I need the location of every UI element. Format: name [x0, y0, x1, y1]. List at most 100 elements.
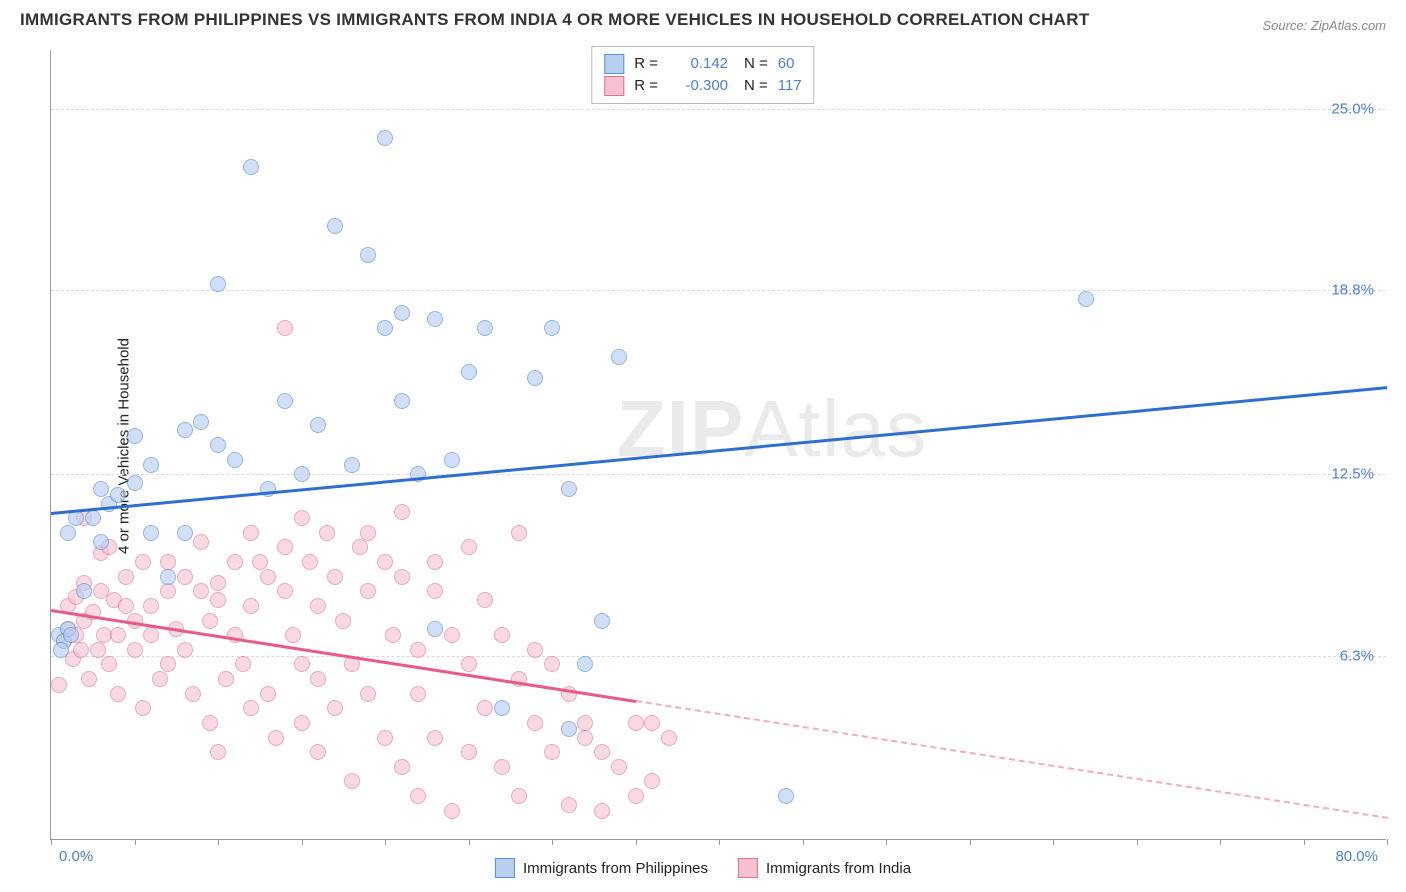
scatter-point-philippines [76, 583, 92, 599]
scatter-point-philippines [477, 320, 493, 336]
scatter-point-india [661, 730, 677, 746]
scatter-point-india [101, 656, 117, 672]
scatter-point-india [544, 744, 560, 760]
scatter-point-india [73, 642, 89, 658]
x-tick-mark [803, 839, 804, 845]
scatter-point-india [461, 744, 477, 760]
x-tick-mark [1387, 839, 1388, 845]
scatter-point-india [352, 539, 368, 555]
scatter-point-india [285, 627, 301, 643]
scatter-point-india [410, 788, 426, 804]
scatter-point-india [427, 730, 443, 746]
scatter-point-india [594, 803, 610, 819]
scatter-point-india [310, 671, 326, 687]
x-tick-mark [135, 839, 136, 845]
scatter-point-india [210, 592, 226, 608]
scatter-point-india [81, 671, 97, 687]
scatter-point-india [294, 715, 310, 731]
scatter-point-india [193, 583, 209, 599]
legend-label-india: Immigrants from India [766, 860, 911, 877]
scatter-point-india [544, 656, 560, 672]
scatter-point-india [110, 627, 126, 643]
n-label: N = [744, 75, 768, 97]
scatter-point-philippines [594, 613, 610, 629]
scatter-point-india [202, 715, 218, 731]
scatter-point-philippines [63, 627, 79, 643]
source-attribution: Source: ZipAtlas.com [1262, 18, 1386, 33]
swatch-india [738, 858, 758, 878]
scatter-point-india [385, 627, 401, 643]
scatter-point-india [127, 642, 143, 658]
scatter-point-india [410, 642, 426, 658]
scatter-point-india [90, 642, 106, 658]
x-axis-max-label: 80.0% [1335, 848, 1378, 865]
scatter-point-india [444, 627, 460, 643]
x-tick-mark [1053, 839, 1054, 845]
scatter-point-philippines [561, 481, 577, 497]
scatter-point-philippines [85, 510, 101, 526]
scatter-point-india [527, 715, 543, 731]
scatter-point-india [319, 525, 335, 541]
scatter-point-philippines [394, 305, 410, 321]
x-tick-mark [218, 839, 219, 845]
scatter-point-india [511, 525, 527, 541]
scatter-point-india [193, 534, 209, 550]
scatter-point-india [185, 686, 201, 702]
gridline [51, 656, 1386, 657]
legend-label-philippines: Immigrants from Philippines [523, 860, 708, 877]
scatter-point-india [243, 598, 259, 614]
scatter-point-india [243, 525, 259, 541]
scatter-point-philippines [60, 525, 76, 541]
x-tick-mark [469, 839, 470, 845]
x-tick-mark [302, 839, 303, 845]
scatter-point-philippines [444, 452, 460, 468]
gridline [51, 109, 1386, 110]
scatter-point-philippines [377, 320, 393, 336]
legend-row-philippines: R = 0.142 N = 60 [604, 53, 801, 75]
scatter-point-india [377, 730, 393, 746]
scatter-point-india [461, 539, 477, 555]
scatter-point-philippines [143, 457, 159, 473]
scatter-point-philippines [577, 656, 593, 672]
r-value-philippines: 0.142 [668, 53, 728, 75]
r-label: R = [634, 53, 658, 75]
scatter-point-india [243, 700, 259, 716]
x-tick-mark [51, 839, 52, 845]
scatter-point-india [310, 744, 326, 760]
scatter-point-india [511, 788, 527, 804]
scatter-point-india [110, 686, 126, 702]
x-tick-mark [886, 839, 887, 845]
scatter-point-philippines [93, 481, 109, 497]
y-tick-label: 12.5% [1331, 466, 1374, 483]
scatter-point-india [143, 598, 159, 614]
scatter-point-india [310, 598, 326, 614]
scatter-point-philippines [427, 621, 443, 637]
scatter-point-india [118, 598, 134, 614]
scatter-point-philippines [127, 428, 143, 444]
scatter-plot-area: ZIPAtlas 0.0% 80.0% 6.3%12.5%18.8%25.0% [50, 50, 1386, 840]
scatter-point-philippines [193, 414, 209, 430]
scatter-point-philippines [53, 642, 69, 658]
scatter-point-india [260, 686, 276, 702]
scatter-point-philippines [177, 525, 193, 541]
scatter-point-india [410, 686, 426, 702]
scatter-point-philippines [210, 276, 226, 292]
r-label: R = [634, 75, 658, 97]
scatter-point-philippines [527, 370, 543, 386]
scatter-point-india [118, 569, 134, 585]
legend-item-india: Immigrants from India [738, 858, 911, 878]
scatter-point-india [427, 583, 443, 599]
scatter-point-philippines [377, 130, 393, 146]
scatter-point-india [268, 730, 284, 746]
x-tick-mark [1220, 839, 1221, 845]
scatter-point-india [594, 744, 610, 760]
scatter-point-india [394, 569, 410, 585]
scatter-point-philippines [277, 393, 293, 409]
y-tick-label: 25.0% [1331, 100, 1374, 117]
scatter-point-philippines [778, 788, 794, 804]
scatter-point-india [494, 759, 510, 775]
scatter-point-india [51, 677, 67, 693]
scatter-point-india [135, 554, 151, 570]
y-tick-label: 6.3% [1340, 647, 1374, 664]
scatter-point-philippines [611, 349, 627, 365]
